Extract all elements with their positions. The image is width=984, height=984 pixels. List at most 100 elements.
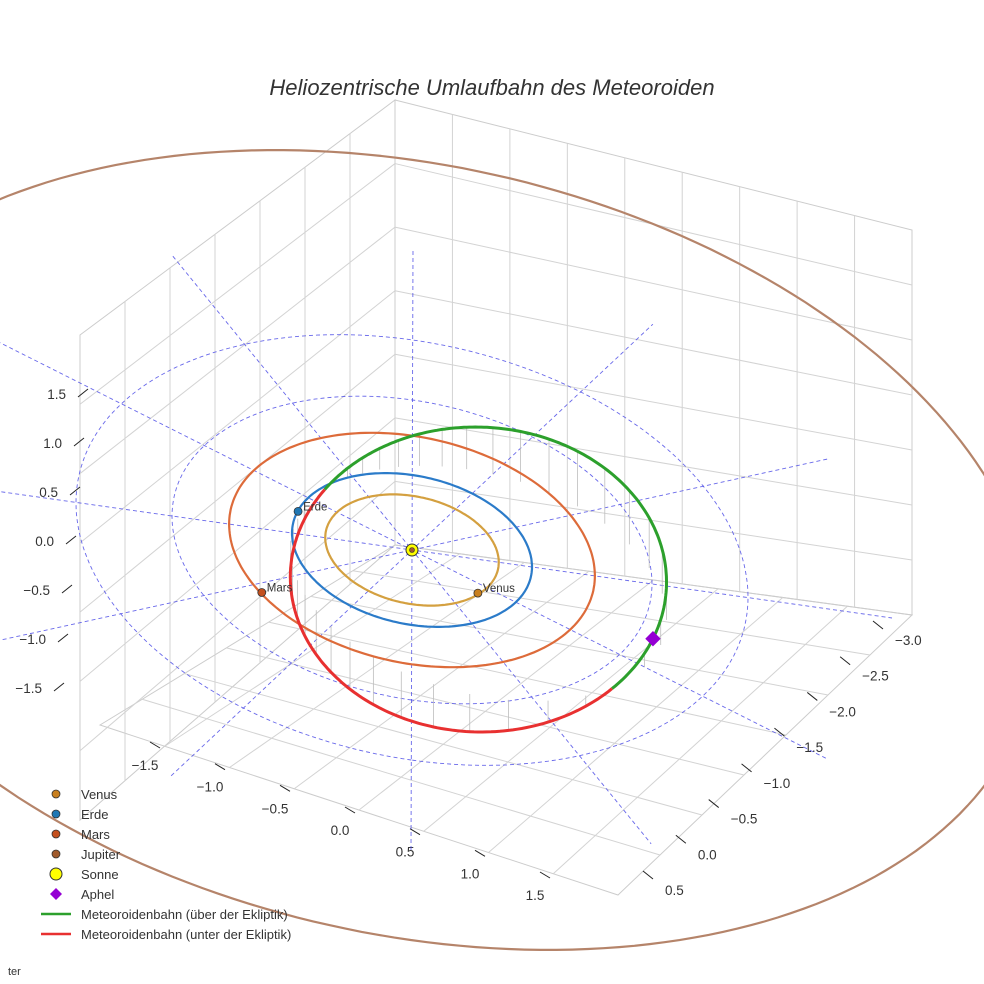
y-tick-label: −1.5 (796, 740, 823, 755)
aphel-marker (645, 631, 661, 647)
x-tick-mark (344, 806, 356, 814)
legend-symbol (51, 849, 61, 859)
grid-line (79, 163, 396, 405)
grid-line (79, 290, 396, 544)
z-tick-mark (61, 584, 73, 594)
legend-symbol (51, 809, 61, 819)
y-tick-label: −0.5 (731, 812, 758, 827)
grid-line (394, 353, 913, 451)
x-tick-label: 1.5 (526, 888, 545, 903)
planet-marker-venus (473, 588, 483, 598)
legend-symbol (50, 888, 62, 900)
legend-symbol (51, 789, 61, 799)
x-tick-label: −0.5 (262, 801, 289, 816)
z-tick-label: −1.0 (19, 632, 46, 647)
y-tick-mark (642, 870, 654, 880)
y-tick-mark (806, 692, 818, 701)
ecliptic-radial-line (410, 249, 414, 851)
footer-text: ter (8, 966, 21, 978)
z-tick-mark (57, 633, 69, 643)
y-tick-mark (675, 834, 687, 844)
y-tick-label: −3.0 (895, 633, 922, 648)
x-tick-label: 0.5 (396, 845, 415, 860)
planet-marker-mars (257, 588, 267, 597)
grid-line (394, 290, 913, 396)
y-tick-mark (708, 799, 720, 808)
legend: Venus Erde Mars Jupiter Sonne Aphel Meteoroide… (41, 787, 291, 942)
planet-label-venus: Venus (483, 583, 515, 595)
planet-label-mars: Mars (267, 583, 293, 595)
grid-line (394, 226, 913, 341)
legend-symbol (49, 867, 63, 881)
y-tick-mark (839, 656, 851, 666)
x-tick-mark (409, 828, 421, 836)
meteoroid-orbit-below (311, 488, 326, 507)
meteoroid-orbit-below (288, 504, 613, 734)
x-tick-label: 1.0 (461, 866, 480, 881)
ecliptic-radial-line (0, 491, 893, 619)
back-pane-right (394, 99, 913, 616)
markers: Venus Erde Mars (257, 501, 661, 647)
legend-label: Meteoroidenbahn (über der Ekliptik) (81, 907, 288, 922)
legend-label: Sonne (81, 867, 119, 882)
z-tick-label: 0.0 (35, 534, 54, 549)
grid-line (79, 353, 396, 613)
x-tick-mark (214, 763, 226, 771)
y-tick-mark (872, 620, 884, 630)
y-tick-label: −2.5 (862, 669, 889, 684)
jupiter-marker (409, 547, 415, 553)
x-axis-ticks: −1.5 −1.0 −0.5 0.0 0.5 1.0 1.5 (132, 741, 551, 903)
x-tick-mark (279, 784, 291, 792)
z-tick-mark (73, 437, 85, 447)
grid-line (394, 480, 913, 561)
grid-line (552, 605, 848, 875)
y-tick-mark (774, 727, 785, 737)
z-tick-label: 1.0 (43, 436, 62, 451)
legend-label: Meteoroidenbahn (unter der Ekliptik) (81, 927, 291, 942)
legend-label: Venus (81, 787, 118, 802)
y-tick-mark (741, 763, 752, 773)
planet-marker-erde (293, 506, 303, 516)
grid-lines (79, 114, 913, 875)
orbit-jupiter (0, 149, 984, 951)
meteoroid-orbit-above (323, 425, 668, 690)
grid-line (394, 417, 913, 506)
z-tick-label: 0.5 (39, 485, 58, 500)
grid-line (79, 226, 396, 474)
meteoroid-orbit (288, 425, 668, 734)
z-tick-mark (77, 388, 89, 398)
legend-label: Mars (81, 827, 110, 842)
y-tick-label: −1.0 (764, 776, 791, 791)
grid-line (423, 588, 719, 832)
grid-line (79, 417, 396, 682)
grid-line (358, 579, 654, 811)
z-tick-mark (65, 535, 77, 545)
grid-line (79, 481, 396, 752)
x-tick-label: −1.5 (132, 758, 159, 773)
x-tick-label: −1.0 (197, 780, 224, 795)
y-tick-label: 0.0 (698, 847, 717, 862)
z-tick-label: 1.5 (47, 387, 66, 402)
chart-title: Heliozentrische Umlaufbahn des Meteoroid… (269, 75, 714, 100)
back-pane-left (79, 99, 396, 822)
floor-pane (98, 544, 914, 896)
legend-label: Erde (81, 807, 108, 822)
grid-line (488, 597, 784, 853)
grid-line (293, 570, 590, 790)
legend-label: Jupiter (81, 847, 121, 862)
y-axis-ticks: −3.0 −2.5 −2.0 −1.5 −1.0 −0.5 0.0 0.5 (642, 620, 922, 898)
z-tick-label: −1.5 (15, 681, 42, 696)
y-tick-label: 0.5 (665, 883, 684, 898)
planet-orbits (0, 149, 984, 951)
z-tick-mark (53, 682, 65, 692)
z-tick-mark (69, 486, 81, 496)
planet-label-erde: Erde (303, 501, 327, 513)
x-tick-label: 0.0 (331, 823, 350, 838)
orbit-venus (324, 493, 500, 607)
z-tick-label: −0.5 (23, 583, 50, 598)
ecliptic-radial-line (0, 458, 829, 641)
y-tick-label: −2.0 (829, 704, 856, 719)
orbit-erde (290, 472, 534, 628)
x-tick-mark (149, 741, 161, 749)
legend-symbol (51, 829, 61, 839)
